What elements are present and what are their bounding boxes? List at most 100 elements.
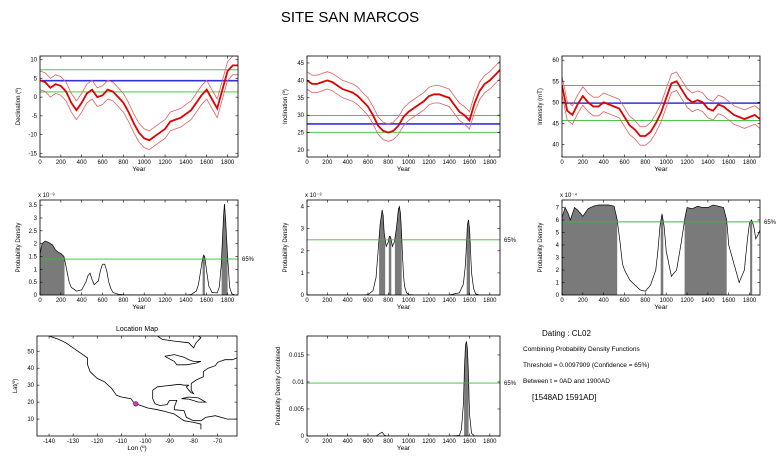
site-location-marker (133, 401, 139, 407)
x-tick-label: 800 (383, 439, 394, 445)
x-tick-label: -140 (43, 439, 56, 445)
x-tick-label: 800 (118, 160, 129, 166)
x-tick-label: 1000 (660, 160, 674, 166)
x-tick-label: 1000 (402, 298, 416, 304)
x-tick-label: 1600 (200, 160, 214, 166)
y-tick-label: 20 (297, 148, 304, 154)
confidence-area (40, 203, 228, 295)
x-tick-label: 0 (305, 298, 309, 304)
chart-int: 0 200 400 600 800 1000 1200 1400 1600 1800 40 45 50 5… (538, 55, 761, 173)
x-tick-label: 1600 (463, 439, 477, 445)
x-tick-label: 1400 (179, 298, 193, 304)
y-tick-label: 40 (297, 78, 304, 84)
y-tick-label: -5 (32, 114, 38, 120)
plot-area-dec (40, 56, 238, 150)
x-tick-label: 400 (343, 160, 354, 166)
coastline (157, 336, 202, 349)
plot-area-int (562, 71, 760, 146)
x-tick-label: 0 (38, 298, 42, 304)
between-label: Between t = 0AD and 1900AD (523, 378, 610, 385)
result-interval-label: [1548AD 1591AD] (532, 393, 597, 402)
y-scale-label: x 10⁻³ (305, 193, 322, 199)
coastline (48, 336, 202, 430)
threshold-percent-label: 65% (504, 381, 517, 387)
y-tick-label: 5 (34, 76, 38, 82)
x-tick-label: 1200 (680, 298, 694, 304)
x-tick-label: 200 (578, 160, 589, 166)
x-tick-label: -90 (165, 439, 174, 445)
y-axis-label: Probability Density (16, 223, 22, 273)
lower-error-curve (307, 78, 500, 142)
axes-frame (36, 335, 238, 437)
mean-curve (40, 64, 238, 142)
x-tick-label: 1200 (422, 160, 436, 166)
x-tick-label: 1600 (722, 298, 736, 304)
x-tick-label: 400 (599, 160, 610, 166)
y-tick-label: 2 (301, 249, 305, 255)
x-tick-label: 800 (118, 298, 129, 304)
y-tick-label: 3 (556, 256, 560, 262)
x-tick-label: 600 (98, 298, 109, 304)
x-tick-label: 1600 (722, 160, 736, 166)
x-axis-label: Year (397, 304, 411, 311)
y-tick-label: 2 (34, 242, 38, 248)
x-tick-label: 600 (363, 160, 374, 166)
y-tick-label: 45 (297, 61, 304, 67)
x-tick-label: 1200 (158, 160, 172, 166)
x-tick-label: 1200 (680, 160, 694, 166)
x-tick-label: -100 (139, 439, 152, 445)
y-axis-label: Lat(º) (12, 379, 19, 394)
x-tick-label: 1800 (743, 298, 757, 304)
x-axis-label: Year (397, 445, 411, 452)
coastline (185, 383, 195, 395)
x-tick-label: 0 (38, 160, 42, 166)
x-tick-label: 1000 (402, 439, 416, 445)
x-tick-label: 400 (77, 160, 88, 166)
y-tick-label: 0.005 (289, 407, 305, 413)
x-tick-label: 0 (305, 160, 309, 166)
axes-frame (306, 199, 501, 296)
plot-area-pdfdec (40, 203, 238, 295)
y-tick-label: 10 (27, 417, 34, 423)
x-tick-label: 200 (56, 298, 67, 304)
plot-area-inc (307, 60, 500, 142)
confidence-area (464, 341, 469, 436)
y-tick-label: 40 (27, 366, 34, 372)
y-tick-label: 2 (556, 268, 560, 274)
x-tick-label: 1400 (179, 160, 193, 166)
y-tick-label: 45 (552, 121, 559, 127)
chart-inc: 0 200 400 600 800 1000 1200 1400 1600 1800 20 25 30 3… (282, 55, 501, 173)
y-tick-label: 35 (297, 96, 304, 102)
x-axis-label: Year (132, 304, 146, 311)
x-tick-label: 1800 (221, 160, 235, 166)
map-title: Location Map (116, 326, 158, 333)
axes-frame (39, 199, 239, 296)
x-tick-label: -80 (189, 439, 198, 445)
x-tick-label: 200 (322, 439, 333, 445)
x-tick-label: 400 (599, 298, 610, 304)
y-tick-label: 50 (27, 349, 34, 355)
x-tick-label: 1400 (443, 298, 457, 304)
pdf-curve (307, 205, 500, 295)
x-tick-label: 1800 (483, 439, 497, 445)
x-tick-label: 800 (383, 160, 394, 166)
y-axis-label: Probability Density Combined (276, 347, 282, 426)
x-tick-label: 400 (77, 298, 88, 304)
x-tick-label: 200 (56, 160, 67, 166)
x-axis-label: Year (397, 166, 411, 173)
y-tick-label: 0 (556, 293, 560, 299)
y-tick-label: 0 (34, 293, 38, 299)
x-tick-label: 1800 (483, 160, 497, 166)
x-axis-label: Year (654, 304, 668, 311)
y-scale-label: x 10⁻³ (38, 193, 55, 199)
x-tick-label: 1000 (138, 298, 152, 304)
y-tick-label: 5 (556, 231, 560, 237)
x-axis-label: Lon (º) (127, 445, 146, 452)
x-tick-label: -130 (67, 439, 80, 445)
x-tick-label: 1200 (422, 439, 436, 445)
axes-frame (561, 55, 761, 158)
x-tick-label: 800 (640, 298, 651, 304)
x-tick-label: 0 (305, 439, 309, 445)
x-tick-label: 1400 (701, 160, 715, 166)
y-tick-label: 40 (552, 142, 559, 148)
